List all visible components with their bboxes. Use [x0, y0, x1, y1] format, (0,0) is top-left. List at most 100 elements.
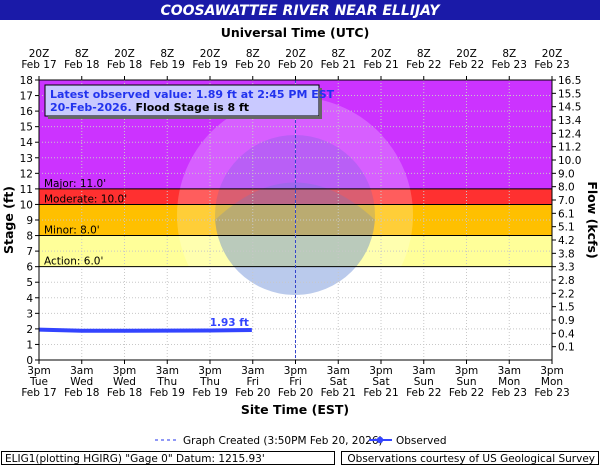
bottom-tick-label: Feb 23: [492, 387, 527, 399]
bottom-tick-label: 3am: [498, 365, 521, 377]
right-tick-label: 1.5: [558, 302, 575, 314]
bottom-tick-label: Tue: [29, 376, 48, 388]
bottom-tick-label: 3pm: [369, 365, 393, 377]
last-value-label: 1.93 ft: [210, 317, 249, 329]
top-tick-label: 20Z: [285, 48, 306, 60]
right-tick-label: 0.9: [558, 315, 575, 327]
left-tick-label: 17: [20, 91, 33, 103]
chart-title: COOSAWATTEE RIVER NEAR ELLIJAY: [160, 3, 441, 19]
bottom-tick-label: Feb 22: [406, 387, 441, 399]
bottom-tick-label: Feb 19: [192, 387, 227, 399]
left-tick-label: 12: [20, 168, 33, 180]
right-tick-label: 13.4: [558, 115, 582, 127]
left-tick-label: 7: [26, 246, 33, 258]
left-tick-label: 4: [26, 293, 33, 305]
top-tick-label: Feb 23: [492, 59, 527, 71]
left-tick-label: 6: [26, 262, 33, 274]
bottom-tick-label: Thu: [199, 376, 220, 388]
left-tick-label: 5: [26, 277, 33, 289]
bottom-tick-label: Feb 20: [278, 387, 313, 399]
bottom-tick-label: Sat: [330, 376, 347, 388]
top-tick-label: Feb 20: [278, 59, 313, 71]
bottom-tick-label: Feb 18: [64, 387, 99, 399]
top-tick-label: 8Z: [160, 48, 174, 60]
bottom-tick-label: Feb 18: [107, 387, 142, 399]
top-tick-label: 20Z: [29, 48, 50, 60]
zone-label-action: Action: 6.0': [44, 256, 103, 268]
top-tick-label: 8Z: [417, 48, 431, 60]
callout-line-1: Latest observed value: 1.89 ft at 2:45 P…: [50, 88, 335, 101]
observed-line: [38, 327, 252, 333]
left-tick-label: 8: [26, 231, 33, 243]
legend-observed: Observed: [396, 435, 447, 447]
right-tick-label: 8.0: [558, 182, 575, 194]
top-tick-label: Feb 21: [363, 59, 398, 71]
bottom-tick-label: Feb 20: [235, 387, 270, 399]
bottom-tick-label: Feb 23: [534, 387, 569, 399]
bottom-tick-label: Feb 21: [321, 387, 356, 399]
top-tick-label: 20Z: [542, 48, 563, 60]
top-tick-label: 20Z: [456, 48, 477, 60]
right-tick-label: 6.1: [558, 208, 575, 220]
bottom-tick-label: 3pm: [113, 365, 137, 377]
left-tick-label: 0: [26, 355, 33, 367]
right-tick-label: 16.5: [558, 75, 581, 87]
right-tick-label: 0.1: [558, 342, 575, 354]
footer-credit: Observations courtesy of US Geological S…: [341, 451, 599, 465]
right-tick-label: 14.5: [558, 102, 581, 114]
right-tick-label: 12.4: [558, 128, 582, 140]
top-tick-label: Feb 22: [406, 59, 441, 71]
callout-flood-stage: Flood Stage is 8 ft: [132, 101, 249, 114]
bottom-tick-label: Mon: [541, 376, 563, 388]
legend-graph-created: Graph Created (3:50PM Feb 20, 2026): [183, 435, 383, 447]
bottom-tick-label: Wed: [113, 376, 136, 388]
callout-date: 20-Feb-2026.: [50, 101, 132, 114]
bottom-tick-label: 3pm: [198, 365, 222, 377]
axis-ticks: 01234567891011121314151617180.10.40.91.5…: [20, 48, 582, 399]
right-tick-label: 4.2: [558, 235, 575, 247]
bottom-tick-label: Feb 21: [363, 387, 398, 399]
grid-lines: [39, 80, 552, 360]
bottom-tick-label: 3pm: [540, 365, 564, 377]
bottom-tick-label: 3am: [70, 365, 93, 377]
left-tick-label: 15: [20, 122, 33, 134]
left-axis-title: Stage (ft): [1, 186, 16, 254]
legend: Graph Created (3:50PM Feb 20, 2026) Obse…: [155, 435, 447, 447]
right-tick-label: 2.8: [558, 275, 575, 287]
left-tick-label: 16: [20, 106, 34, 118]
top-axis-title: Universal Time (UTC): [221, 25, 370, 40]
bottom-tick-label: 3am: [327, 365, 350, 377]
bottom-tick-label: Sun: [414, 376, 434, 388]
bottom-tick-label: Thu: [156, 376, 177, 388]
bottom-tick-label: Sat: [372, 376, 389, 388]
left-tick-label: 13: [20, 153, 33, 165]
bottom-tick-label: Feb 22: [449, 387, 484, 399]
left-tick-label: 9: [26, 215, 33, 227]
top-tick-label: Feb 17: [21, 59, 56, 71]
top-tick-label: Feb 18: [107, 59, 142, 71]
top-tick-label: 20Z: [200, 48, 221, 60]
right-tick-label: 11.2: [558, 142, 581, 154]
zone-label-moderate: Moderate: 10.0': [44, 193, 127, 205]
top-tick-label: 8Z: [246, 48, 260, 60]
right-tick-label: 10.0: [558, 155, 581, 167]
zone-label-minor: Minor: 8.0': [44, 225, 100, 237]
top-tick-label: Feb 18: [64, 59, 99, 71]
bottom-tick-label: 3pm: [284, 365, 308, 377]
latest-value-callout: Latest observed value: 1.89 ft at 2:45 P…: [44, 84, 335, 119]
top-tick-label: 20Z: [114, 48, 135, 60]
left-tick-label: 18: [20, 75, 33, 87]
bottom-tick-label: Feb 19: [150, 387, 185, 399]
title-bar: [0, 0, 600, 20]
bottom-tick-label: 3pm: [27, 365, 51, 377]
observed-series: 1.93 ft: [38, 317, 252, 333]
bottom-axis-title: Site Time (EST): [241, 402, 349, 417]
left-tick-label: 3: [26, 308, 33, 320]
left-tick-label: 2: [26, 324, 33, 336]
top-tick-label: 8Z: [75, 48, 89, 60]
bottom-tick-label: Mon: [498, 376, 520, 388]
left-tick-label: 11: [20, 184, 33, 196]
top-tick-label: Feb 23: [534, 59, 569, 71]
left-tick-label: 1: [26, 339, 33, 351]
